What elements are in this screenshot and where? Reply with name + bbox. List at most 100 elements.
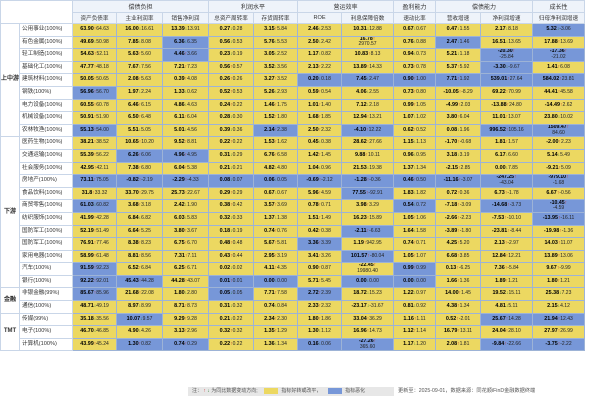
trend-down-arrow-icon: ↓ xyxy=(457,151,460,158)
prior-value: 1.82 xyxy=(416,189,426,196)
metric-value: -10.05 xyxy=(443,88,459,95)
metric-value: 5.32 xyxy=(546,26,557,32)
prior-value: 0.05 xyxy=(232,290,243,297)
prior-value: 1.58 xyxy=(416,227,426,234)
metric-cell: 4.46↑3.66 xyxy=(162,48,210,62)
metric-cell: 2.47↓1.46 xyxy=(435,35,482,50)
metric-cell: -22.45↑ 19980.40 xyxy=(341,262,395,276)
metric-cell: 2.17↓8.18 xyxy=(480,23,534,37)
metric-cell: 4.96↑4.95 xyxy=(162,148,210,163)
metric-cell: 2.13↑-2.97 xyxy=(480,237,534,251)
prior-value: 45.58 xyxy=(560,88,573,95)
sector-name: 国防军工(100%) xyxy=(19,237,74,251)
metric-cell: -20.30↑ -25.84 xyxy=(480,48,534,62)
metric-value: -247.25 xyxy=(496,174,515,181)
metric-cell: 50.05↑50.65 xyxy=(72,73,118,87)
trend-down-arrow-icon: ↓ xyxy=(184,88,188,95)
metric-value: 7.36 xyxy=(494,265,505,272)
metric-value: 0.39 xyxy=(174,76,185,83)
trend-up-arrow-icon: ↑ xyxy=(368,51,371,58)
table-row: 机械设备(100%) 50.91↑51.90 6.50↑6.48 6.11↑6.04 0… xyxy=(1,111,586,125)
metric-value: 101.57 xyxy=(350,252,368,259)
prior-value: 92.01 xyxy=(96,277,109,284)
metric-value: 1.46 xyxy=(264,101,275,108)
trend-up-arrow-icon: ↑ xyxy=(557,328,561,335)
metric-value: 0.45 xyxy=(308,139,319,146)
metric-value: -11.16 xyxy=(443,177,459,184)
trend-up-arrow-icon: ↑ xyxy=(93,126,97,133)
prior-value: 2.47 xyxy=(369,76,379,83)
prior-value: 4.80 xyxy=(277,164,287,171)
metric-value: 12.84 xyxy=(492,252,506,259)
prior-value: 13.06 xyxy=(560,252,573,259)
prior-value: -6.63 xyxy=(369,227,381,234)
metric-value: 0.22 xyxy=(219,139,231,146)
prior-value: 5.60 xyxy=(141,51,151,58)
metric-value: 25.38 xyxy=(545,290,560,297)
metric-cell: -17.36↑ -21.02 xyxy=(532,48,586,62)
trend-down-arrow-icon: ↓ xyxy=(274,88,278,95)
metric-value: 0.67 xyxy=(264,189,275,196)
metric-value: -13.88 xyxy=(491,101,507,108)
prior-value: 23.81 xyxy=(561,76,575,83)
metric-cell: 0.94↓0.73 xyxy=(393,48,437,62)
prior-value: 365.60 xyxy=(359,343,376,350)
metric-value: 6.04 xyxy=(174,164,185,171)
metric-cell: 8.81↑8.56 xyxy=(116,249,164,264)
trend-down-arrow-icon: ↓ xyxy=(318,328,322,335)
metric-cell: -7.18↑-3.09 xyxy=(435,199,482,213)
metric-cell: -0.69↑-2.12 xyxy=(297,174,343,188)
metric-cell: 9.88↑10.11 xyxy=(341,148,395,163)
metric-value: 8.81 xyxy=(128,252,139,259)
metric-cell: 5.76↓5.53 xyxy=(253,35,299,50)
update-source-note: 更新至：2025-09-01，数据来源：同花顺iFinD金融数据终端 xyxy=(398,388,536,394)
prior-value: 13.91 xyxy=(187,26,200,32)
prior-value: 4.63 xyxy=(187,101,197,108)
prior-value: 8.81 xyxy=(187,139,197,146)
prior-value: 44.28 xyxy=(141,277,154,284)
metric-value: -7.53 xyxy=(492,214,505,221)
sector-name: 有色金属(100%) xyxy=(19,35,74,50)
metric-cell: 16.00↓16.61 xyxy=(116,23,164,37)
metric-value: 0.38 xyxy=(219,202,231,209)
prior-value: 12.43 xyxy=(560,315,573,322)
trend-down-arrow-icon: ↓ xyxy=(366,164,370,171)
metric-value: 56.96 xyxy=(80,88,94,95)
metric-cell: 58.99↑61.48 xyxy=(72,249,118,264)
metric-value: 4.06 xyxy=(356,88,367,95)
trend-down-arrow-icon: ↓ xyxy=(413,151,417,158)
metric-cell: 45.43↑44.28 xyxy=(116,274,164,289)
trend-up-arrow-icon: ↑ xyxy=(505,252,509,259)
metric-cell: -9.21↑5.09 xyxy=(532,161,586,176)
prior-value: 4.35 xyxy=(277,265,287,272)
trend-down-arrow-icon: ↓ xyxy=(138,26,142,32)
trend-up-arrow-icon: ↑ xyxy=(366,328,370,335)
metric-cell: 2.42↓1.90 xyxy=(162,199,210,213)
prior-value: 6.08 xyxy=(560,63,570,70)
metric-value: 6.46 xyxy=(128,101,139,108)
trend-down-arrow-icon: ↓ xyxy=(559,290,562,297)
trend-up-arrow-icon: ↑ xyxy=(367,252,370,259)
metric-value: 7.31 xyxy=(174,252,185,259)
metric-value: 42.95 xyxy=(80,164,94,171)
metric-value: 43.99 xyxy=(80,340,94,347)
prior-value: 3.18 xyxy=(141,202,151,209)
metric-cell: 0.96↓0.95 xyxy=(393,148,437,163)
metric-cell: 1.80↑1.21 xyxy=(532,274,586,289)
prior-value: 1.02 xyxy=(416,114,426,121)
trend-up-arrow-icon: ↑ xyxy=(184,227,188,234)
group-label: 金融 xyxy=(0,287,21,314)
prior-value: 28.10 xyxy=(508,328,521,335)
legend-yellow-swatch xyxy=(263,387,278,394)
metric-cell: 0.38↑0.42 xyxy=(208,199,255,213)
metric-value: 18.72 xyxy=(353,290,367,297)
metric-cell: 2.50↑2.32 xyxy=(297,123,343,138)
metric-value: 8.97 xyxy=(128,303,139,310)
sector-name: 钢铁(100%) xyxy=(19,85,74,100)
trend-up-arrow-icon: ↑ xyxy=(505,88,509,95)
metric-cell: 0.74↓0.84 xyxy=(253,300,299,314)
trend-up-arrow-icon: ↑ xyxy=(456,265,459,272)
metric-cell: 1.89↑1.21 xyxy=(480,274,534,289)
metric-cell: 7.12↓2.18 xyxy=(341,98,395,113)
trend-down-arrow-icon: ↓ xyxy=(318,26,322,32)
